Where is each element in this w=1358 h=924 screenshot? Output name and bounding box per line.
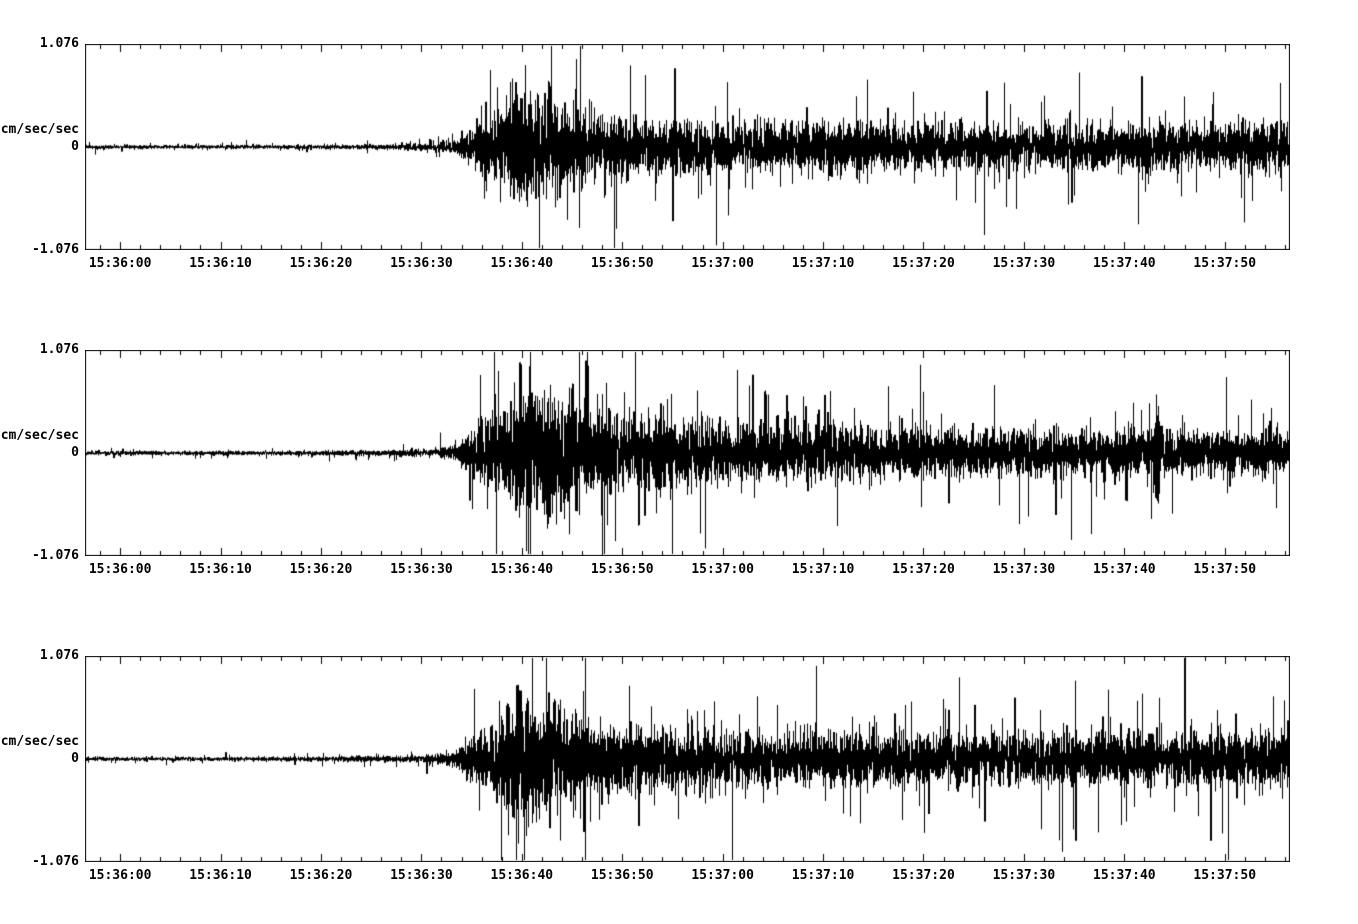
x-tick-label: 15:37:30 [992, 868, 1056, 883]
x-axis-labels: 15:36:00 15:36:10 15:36:20 15:36:30 15:36:40… [0, 862, 1358, 888]
x-tick-label: 15:36:40 [490, 562, 554, 577]
panel-body: 1.076 cm/sec/sec 0 -1.076 [0, 649, 1358, 869]
x-tick-label: 15:37:50 [1193, 256, 1257, 271]
seismogram-trace-canvas [85, 656, 1290, 862]
x-tick-label: 15:36:30 [390, 256, 453, 271]
panel-body: 1.076 cm/sec/sec 0 -1.076 [0, 37, 1358, 257]
x-tick-label: 15:36:30 [390, 562, 453, 577]
x-tick-label: 15:37:20 [892, 562, 955, 577]
y-tick-zero: 0 [71, 139, 79, 154]
y-tick-max: 1.076 [39, 648, 79, 663]
x-tick-label: 15:36:20 [289, 868, 353, 883]
x-tick-label: 15:36:20 [289, 562, 353, 577]
plot-area [85, 44, 1290, 250]
plot-area [85, 656, 1290, 862]
x-tick-label: 15:37:50 [1193, 868, 1257, 883]
y-axis-unit-label: cm/sec/sec [0, 428, 79, 443]
seismogram-trace-canvas [85, 350, 1290, 556]
y-tick-max: 1.076 [39, 36, 79, 51]
y-axis-labels: 1.076 cm/sec/sec 0 -1.076 [0, 343, 85, 563]
x-tick-label: 15:36:00 [88, 256, 152, 271]
x-tick-label: 15:37:10 [791, 562, 855, 577]
x-tick-label: 15:37:50 [1193, 562, 1257, 577]
x-tick-label: 15:37:30 [992, 256, 1056, 271]
y-tick-min: -1.076 [32, 854, 79, 869]
x-tick-label: 15:36:00 [88, 868, 152, 883]
x-tick-label: 15:36:30 [390, 868, 453, 883]
panel-hnz: OK003_GS_HNZ_01Oct28,2020 1.076 cm/sec/s… [0, 638, 1358, 888]
x-tick-label: 15:36:10 [189, 562, 252, 577]
x-tick-label: 15:36:00 [88, 562, 152, 577]
x-tick-label: 15:37:20 [892, 868, 955, 883]
x-tick-label: 15:36:40 [490, 256, 554, 271]
x-tick-label: 15:37:40 [1093, 868, 1156, 883]
y-tick-min: -1.076 [32, 242, 79, 257]
x-tick-label: 15:36:50 [590, 868, 654, 883]
x-tick-label: 15:37:10 [791, 868, 855, 883]
panel-title: OK003_GS_HNE_01Oct28,2020 [0, 26, 1358, 60]
x-axis-labels: 15:36:00 15:36:10 15:36:20 15:36:30 15:36:40… [0, 556, 1358, 582]
x-tick-label: 15:36:50 [590, 256, 654, 271]
y-axis-unit-label: cm/sec/sec [0, 734, 79, 749]
y-tick-max: 1.076 [39, 342, 79, 357]
x-tick-label: 15:36:10 [189, 868, 252, 883]
x-tick-label: 15:36:20 [289, 256, 353, 271]
x-tick-label: 15:37:10 [791, 256, 855, 271]
y-axis-labels: 1.076 cm/sec/sec 0 -1.076 [0, 37, 85, 257]
x-tick-label: 15:37:00 [691, 868, 754, 883]
x-tick-label: 15:36:40 [490, 868, 554, 883]
x-tick-label: 15:36:10 [189, 256, 252, 271]
x-tick-label: 15:36:50 [590, 562, 654, 577]
y-tick-min: -1.076 [32, 548, 79, 563]
y-tick-zero: 0 [71, 445, 79, 460]
x-tick-label: 15:37:40 [1093, 562, 1156, 577]
y-axis-labels: 1.076 cm/sec/sec 0 -1.076 [0, 649, 85, 869]
panel-title: OK003_GS_HNZ_01Oct28,2020 [0, 638, 1358, 672]
x-tick-label: 15:37:40 [1093, 256, 1156, 271]
seismogram-page: OK003_GS_HNE_01Oct28,2020 1.076 cm/sec/s… [0, 26, 1358, 888]
y-axis-unit-label: cm/sec/sec [0, 122, 79, 137]
y-tick-zero: 0 [71, 751, 79, 766]
x-tick-label: 15:37:00 [691, 562, 754, 577]
x-tick-label: 15:37:30 [992, 562, 1056, 577]
x-tick-label: 15:37:00 [691, 256, 754, 271]
panel-body: 1.076 cm/sec/sec 0 -1.076 [0, 343, 1358, 563]
plot-area [85, 350, 1290, 556]
seismogram-trace-canvas [85, 44, 1290, 250]
x-tick-label: 15:37:20 [892, 256, 955, 271]
x-axis-labels: 15:36:00 15:36:10 15:36:20 15:36:30 15:36:40… [0, 250, 1358, 276]
panel-title: OK003_GS_HNN_01Oct28,2020 [0, 332, 1358, 366]
panel-hnn: OK003_GS_HNN_01Oct28,2020 1.076 cm/sec/s… [0, 332, 1358, 582]
panel-hne: OK003_GS_HNE_01Oct28,2020 1.076 cm/sec/s… [0, 26, 1358, 276]
